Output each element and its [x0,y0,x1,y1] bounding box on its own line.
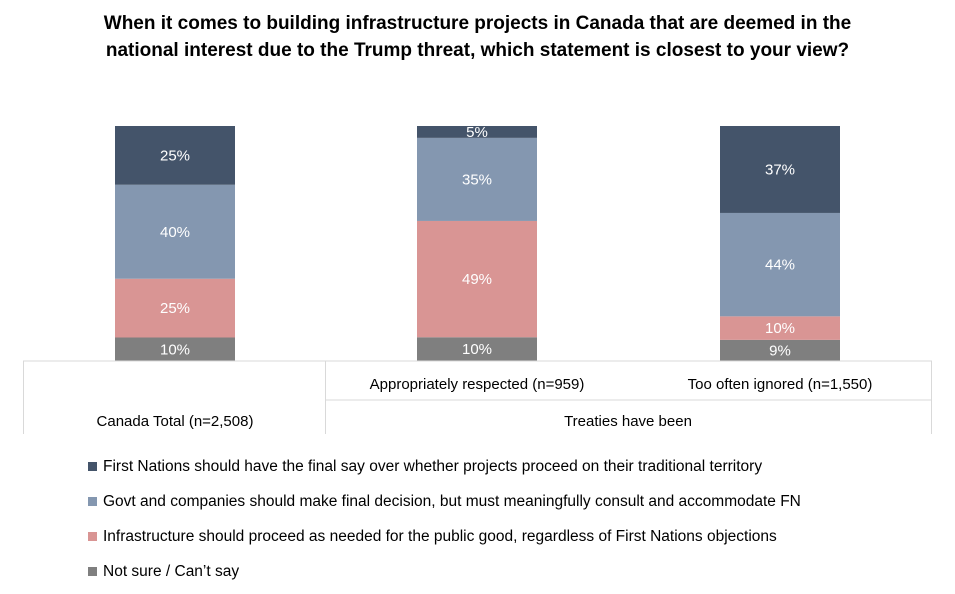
data-label-final-say-1: 5% [466,124,488,141]
bar-segment-final-say-1 [417,126,537,138]
bars-layer: 10% 25% 40% 25% 10% 49% 35% 5% 9% 10% 44% 37% [115,124,840,361]
category-axis: Canada Total (n=2,508) Appropriately res… [23,360,932,434]
tick-label-appropriately-respected: Appropriately respected (n=959) [370,376,585,393]
bar-segment-not-sure-2 [720,339,840,361]
data-label-proceed-1: 49% [462,271,492,288]
legend-swatch-proceed [88,532,97,541]
data-label-consult-2: 44% [765,257,795,274]
data-label-proceed-2: 10% [765,320,795,337]
legend-item-consult: Govt and companies should make final dec… [88,484,801,519]
legend-swatch-consult [88,497,97,506]
data-label-not-sure-2: 9% [769,342,791,359]
bar-segment-not-sure-1 [417,337,537,361]
bar-segment-not-sure-0 [115,337,235,361]
data-label-not-sure-0: 10% [160,341,190,358]
bar-segment-consult-0 [115,184,235,279]
legend-item-not-sure: Not sure / Can’t say [88,554,801,589]
bar-segment-consult-2 [720,212,840,317]
bar-segment-final-say-2 [720,126,840,213]
data-label-consult-0: 40% [160,224,190,241]
legend-item-final-say: First Nations should have the final say … [88,449,801,484]
stacked-bar-chart: 10% 25% 40% 25% 10% 49% 35% 5% 9% 10% 44% 37% Canad… [23,124,932,434]
bar-segment-consult-1 [417,137,537,221]
legend-label-not-sure: Not sure / Can’t say [103,562,240,580]
bar-segment-proceed-1 [417,220,537,338]
bar-segment-final-say-0 [115,126,235,185]
data-label-consult-1: 35% [462,171,492,188]
legend: First Nations should have the final say … [88,449,801,589]
chart-title: When it comes to building infrastructure… [103,13,852,61]
legend-swatch-not-sure [88,567,97,576]
data-label-proceed-0: 25% [160,300,190,317]
tick-label-too-often-ignored: Too often ignored (n=1,550) [688,376,873,393]
data-label-not-sure-1: 10% [462,341,492,358]
data-label-final-say-2: 37% [765,161,795,178]
legend-swatch-final-say [88,462,97,471]
legend-label-proceed: Infrastructure should proceed as needed … [103,527,777,545]
bar-segment-proceed-0 [115,278,235,338]
legend-item-proceed: Infrastructure should proceed as needed … [88,519,801,554]
bar-segment-proceed-2 [720,316,840,340]
data-label-final-say-0: 25% [160,147,190,164]
legend-label-final-say: First Nations should have the final say … [103,457,763,475]
legend-label-consult: Govt and companies should make final dec… [103,492,801,510]
tick-label-canada-total: Canada Total (n=2,508) [97,413,254,430]
group-label-treaties: Treaties have been [564,413,692,430]
